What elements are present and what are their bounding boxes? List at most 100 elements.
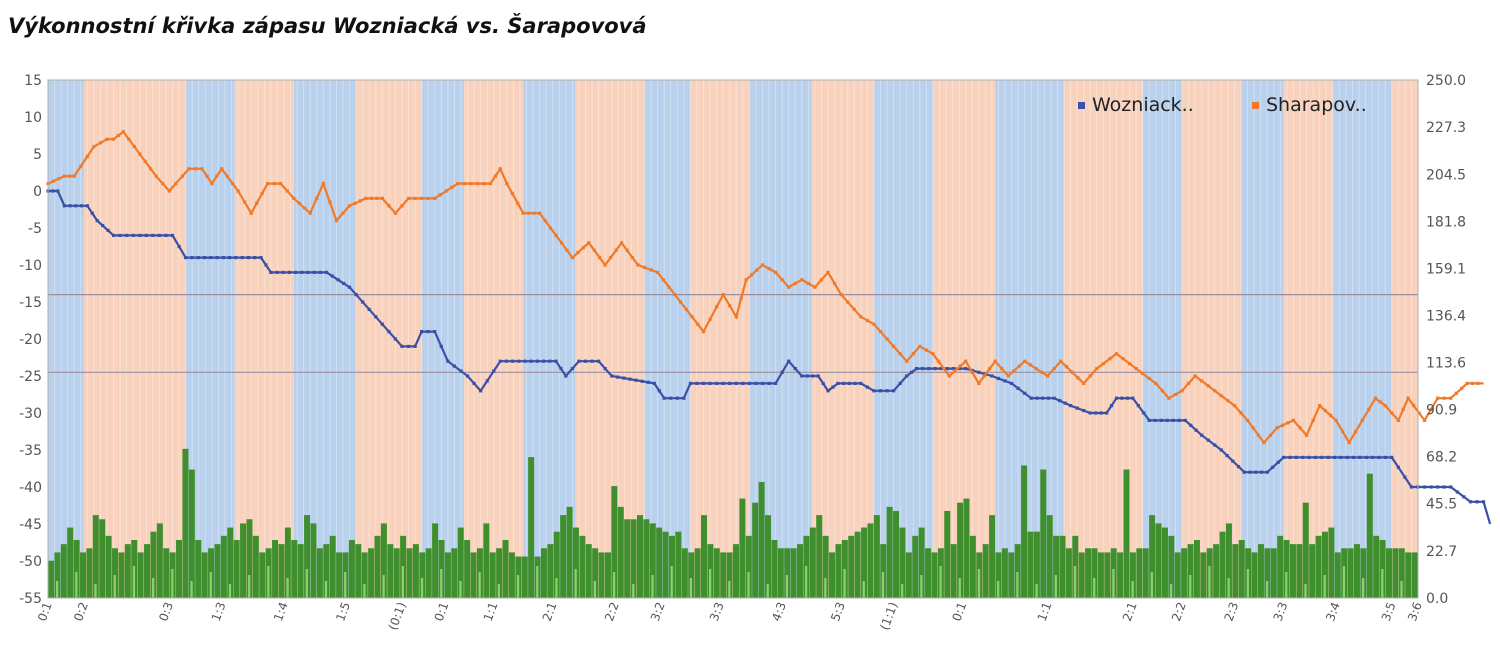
series-point bbox=[228, 256, 232, 260]
volume-bar-highlight bbox=[1054, 575, 1057, 598]
series-point bbox=[1326, 455, 1330, 459]
volume-bar bbox=[470, 552, 477, 598]
series-point bbox=[1401, 407, 1405, 411]
volume-bar bbox=[1347, 548, 1354, 598]
volume-bar bbox=[48, 560, 55, 598]
series-point bbox=[1136, 404, 1140, 408]
series-point bbox=[1041, 396, 1045, 400]
volume-bar bbox=[464, 539, 471, 598]
series-point bbox=[1242, 470, 1246, 474]
series-point bbox=[413, 196, 417, 200]
series-point bbox=[157, 233, 162, 237]
series-point bbox=[190, 256, 194, 260]
volume-bar bbox=[86, 548, 93, 598]
series-point bbox=[947, 374, 951, 378]
x-tick-label: 1:1 bbox=[481, 600, 501, 623]
volume-bar bbox=[227, 527, 234, 598]
series-point bbox=[780, 278, 784, 282]
series-point bbox=[1076, 376, 1080, 380]
series-point bbox=[1213, 389, 1217, 393]
series-point bbox=[180, 174, 184, 178]
series-point bbox=[264, 263, 268, 267]
series-point bbox=[576, 251, 580, 255]
chart-title: Výkonnostní křivka zápasu Wozniacká vs. … bbox=[8, 14, 647, 38]
series-point bbox=[243, 200, 247, 204]
series-point bbox=[581, 246, 585, 250]
series-point bbox=[1206, 438, 1210, 442]
series-point bbox=[1171, 418, 1175, 422]
series-point bbox=[1304, 433, 1309, 437]
x-tick-label: 2:1 bbox=[540, 600, 560, 623]
series-point bbox=[462, 182, 466, 186]
series-point bbox=[918, 344, 922, 348]
series-point bbox=[79, 204, 84, 208]
series-point bbox=[1154, 381, 1158, 385]
series-point bbox=[1153, 418, 1157, 422]
x-tick-label: 3:2 bbox=[648, 600, 668, 623]
volume-bar bbox=[784, 548, 791, 598]
volume-bar-highlight bbox=[382, 575, 385, 598]
volume-bar bbox=[982, 544, 989, 598]
volume-bar bbox=[816, 515, 823, 598]
volume-bar bbox=[848, 535, 855, 598]
series-point bbox=[1460, 386, 1464, 390]
volume-bar bbox=[713, 548, 720, 598]
series-point bbox=[634, 378, 638, 382]
series-point bbox=[62, 174, 66, 178]
volume-bar bbox=[1328, 527, 1335, 598]
series-point bbox=[1009, 381, 1014, 385]
series-point bbox=[885, 337, 889, 341]
volume-bar bbox=[188, 469, 195, 598]
series-point bbox=[154, 174, 158, 178]
volume-bar bbox=[80, 552, 87, 598]
series-point bbox=[215, 174, 219, 178]
x-tick-label: 3:5 bbox=[1379, 600, 1399, 623]
series-point bbox=[450, 185, 454, 189]
series-point bbox=[1367, 407, 1371, 411]
series-point bbox=[426, 330, 430, 334]
series-point bbox=[747, 381, 751, 385]
series-point bbox=[646, 380, 650, 384]
series-point bbox=[510, 191, 514, 196]
series-point bbox=[652, 381, 656, 385]
volume-bar-highlight bbox=[1265, 581, 1269, 598]
volume-bar bbox=[137, 552, 144, 598]
series-point bbox=[315, 196, 319, 200]
volume-bar-highlight bbox=[670, 566, 673, 598]
series-point bbox=[701, 381, 706, 385]
volume-bar-highlight bbox=[1227, 578, 1230, 598]
series-point bbox=[739, 296, 743, 300]
y-right-tick-label: 68.2 bbox=[1426, 450, 1457, 466]
series-point bbox=[294, 270, 298, 274]
series-point bbox=[56, 189, 60, 193]
x-tick-label: 0:1 bbox=[35, 600, 55, 623]
series-point bbox=[1360, 418, 1364, 422]
volume-bar bbox=[508, 552, 515, 598]
volume-bar bbox=[118, 552, 125, 598]
volume-bar-highlight bbox=[958, 578, 961, 598]
volume-bar bbox=[1379, 539, 1386, 598]
series-point bbox=[622, 376, 626, 380]
volume-bar-highlight bbox=[1016, 572, 1019, 598]
series-point bbox=[393, 337, 398, 341]
series-point bbox=[542, 359, 546, 363]
volume-bar-highlight bbox=[1400, 581, 1403, 598]
series-point bbox=[400, 344, 404, 348]
volume-bar bbox=[1353, 544, 1360, 598]
volume-bar bbox=[163, 548, 170, 598]
volume-bar bbox=[540, 548, 547, 598]
series-point bbox=[1412, 404, 1416, 408]
series-point bbox=[1200, 379, 1204, 383]
series-point bbox=[521, 211, 525, 215]
series-point bbox=[174, 182, 178, 186]
series-point bbox=[993, 359, 997, 363]
series-point bbox=[1082, 381, 1086, 385]
volume-bar bbox=[553, 531, 560, 598]
series-point bbox=[1275, 426, 1279, 430]
series-point bbox=[977, 381, 981, 385]
series-point bbox=[132, 145, 136, 149]
series-point bbox=[275, 270, 279, 274]
volume-bar bbox=[1296, 544, 1303, 598]
series-point bbox=[924, 348, 928, 352]
series-point bbox=[285, 189, 289, 193]
